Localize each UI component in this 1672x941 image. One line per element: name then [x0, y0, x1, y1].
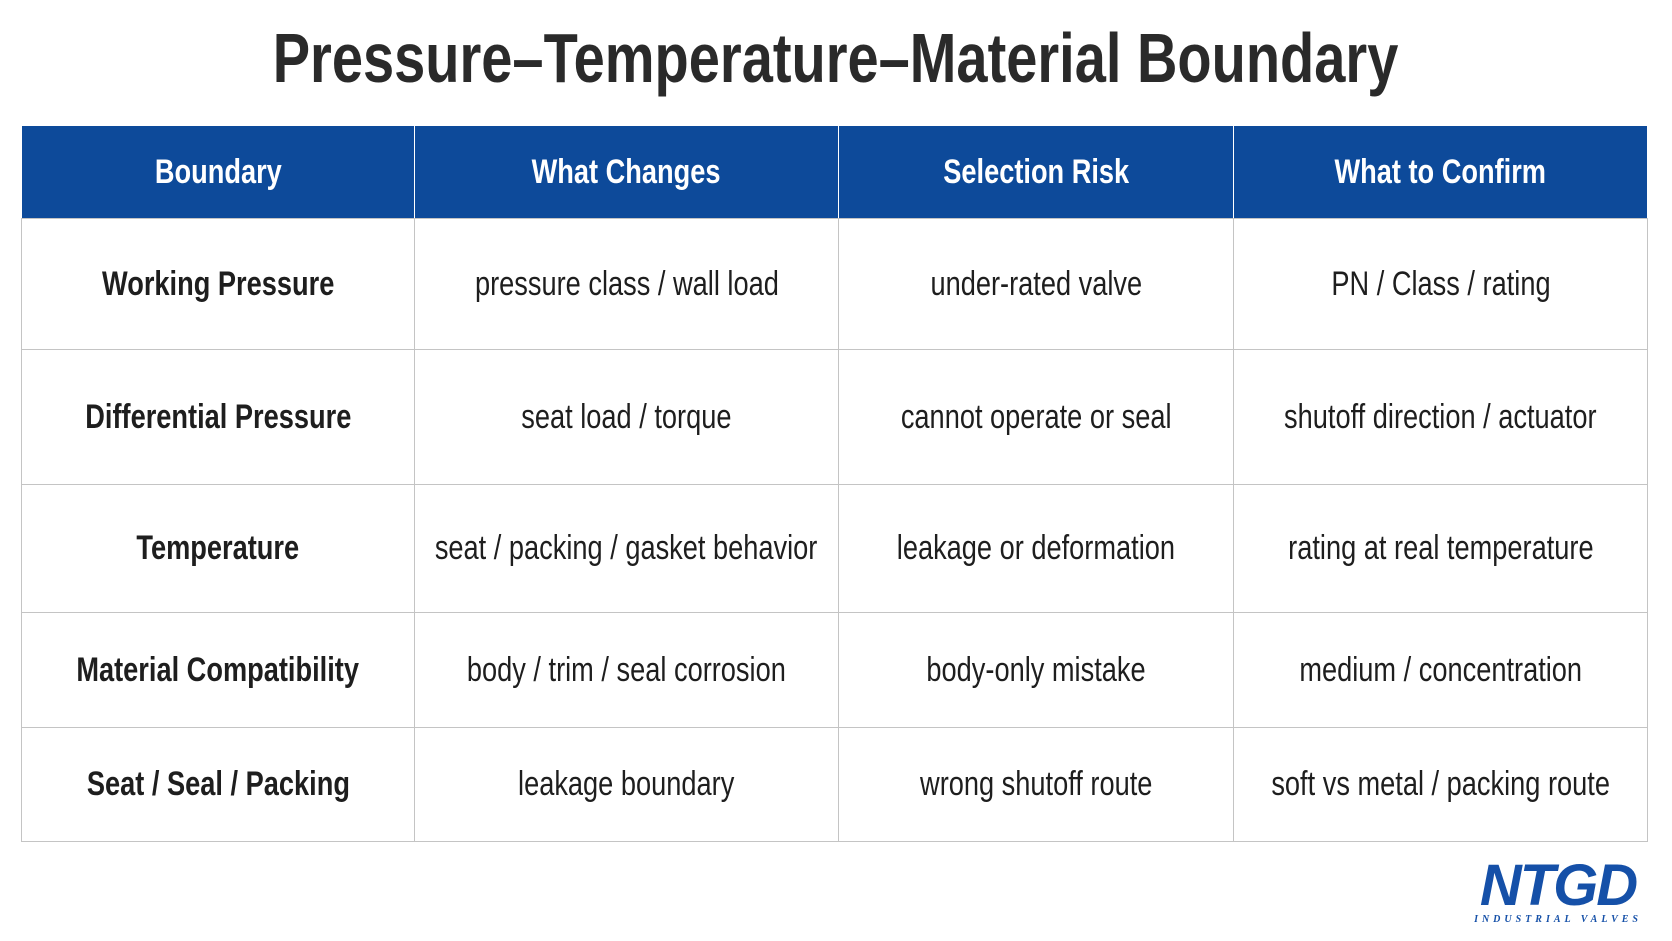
title-text: Pressure–Temperature–Material Boundary [273, 19, 1399, 97]
logo-name: NTGD [1479, 853, 1638, 918]
table-cell: Working Pressure [21, 218, 415, 350]
cell-text: pressure class / wall load [474, 264, 779, 303]
cell-text: Material Compatibility [76, 650, 360, 689]
table-cell: Boundary [21, 125, 415, 219]
table-cell: wrong shutoff route [838, 727, 1234, 842]
cell-text: What to Confirm [1334, 152, 1547, 191]
cell-text: rating at real temperature [1287, 529, 1594, 567]
cell-text: PN / Class / rating [1330, 264, 1551, 303]
table-cell: shutoff direction / actuator [1233, 349, 1648, 485]
logo-tagline: INDUSTRIAL VALVES [1474, 914, 1642, 925]
table-cell: seat / packing / gasket behavior [414, 484, 839, 613]
cell-text: seat / packing / gasket behavior [435, 529, 818, 567]
table-cell: Material Compatibility [21, 612, 415, 728]
table-cell: leakage boundary [414, 727, 839, 842]
table-cell: body / trim / seal corrosion [414, 612, 839, 728]
table-cell: PN / Class / rating [1233, 218, 1648, 350]
cell-text: under-rated valve [930, 264, 1142, 303]
cell-text: Selection Risk [943, 152, 1129, 191]
title: Pressure–Temperature–Material Boundary [0, 18, 1672, 98]
table-cell: Seat / Seal / Packing [21, 727, 415, 842]
table-cell: seat load / torque [414, 349, 839, 485]
table-cell: under-rated valve [838, 218, 1234, 350]
cell-text: Differential Pressure [84, 397, 352, 436]
cell-text: body / trim / seal corrosion [467, 650, 786, 689]
table-cell: cannot operate or seal [838, 349, 1234, 485]
cell-text: cannot operate or seal [900, 397, 1172, 436]
cell-text: Boundary [154, 152, 282, 191]
table-cell: Temperature [21, 484, 415, 613]
cell-text: Working Pressure [101, 264, 335, 303]
table-cell: body-only mistake [838, 612, 1234, 728]
cell-text: shutoff direction / actuator [1284, 397, 1597, 436]
cell-text: soft vs metal / packing route [1271, 765, 1610, 803]
cell-text: What Changes [532, 152, 721, 191]
cell-text: Temperature [136, 529, 300, 567]
cell-text: medium / concentration [1299, 650, 1582, 689]
table-cell: What to Confirm [1233, 125, 1648, 219]
cell-text: leakage boundary [518, 765, 735, 803]
cell-text: seat load / torque [521, 397, 732, 436]
table-cell: Differential Pressure [21, 349, 415, 485]
table-cell: rating at real temperature [1233, 484, 1648, 613]
cell-text: body-only mistake [926, 650, 1146, 689]
cell-text: Seat / Seal / Packing [86, 765, 350, 803]
table-cell: leakage or deformation [838, 484, 1234, 613]
table-cell: What Changes [414, 125, 839, 219]
cell-text: wrong shutoff route [919, 765, 1153, 803]
table-cell: medium / concentration [1233, 612, 1648, 728]
cell-text: leakage or deformation [896, 529, 1176, 567]
logo: NTGD INDUSTRIAL VALVES [1474, 853, 1642, 926]
table-cell: pressure class / wall load [414, 218, 839, 350]
table-cell: Selection Risk [838, 125, 1234, 219]
table: Boundary What Changes Selection Risk What t… [21, 125, 1648, 842]
table-cell: soft vs metal / packing route [1233, 727, 1648, 842]
